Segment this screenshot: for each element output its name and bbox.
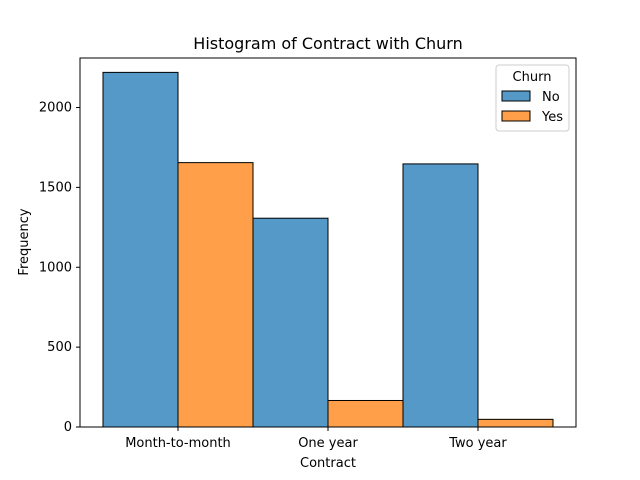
x-axis-label: Contract [300,456,356,471]
x-tick-label: One year [298,436,358,451]
bar-no-2 [402,163,479,428]
bar-no-0 [102,71,179,428]
legend: Churn No Yes [495,64,570,132]
y-tick-label: 1000 [39,260,72,275]
x-tick-label: Month-to-month [125,436,231,451]
bar-yes-0 [177,162,254,428]
bar-yes-2 [477,418,554,428]
legend-swatch-yes [501,110,531,122]
x-tick-label: Two year [448,436,507,451]
legend-label-no: No [542,90,560,105]
y-axis-label: Frequency [17,208,32,275]
x-axis: Month-to-month One year Two year [125,427,507,451]
legend-title: Churn [513,70,552,85]
y-tick-label: 0 [64,420,72,435]
chart-title: Histogram of Contract with Churn [193,34,462,53]
y-axis: 0 500 1000 1500 2000 [39,101,80,435]
y-tick-label: 500 [47,340,72,355]
bar-no-1 [252,217,329,428]
y-tick-label: 1500 [39,180,72,195]
y-tick-label: 2000 [39,101,72,116]
legend-entries: No Yes [501,90,563,125]
legend-label-yes: Yes [541,110,563,125]
legend-swatch-no [501,90,531,102]
bars-group [102,71,554,428]
bar-yes-1 [327,399,404,428]
